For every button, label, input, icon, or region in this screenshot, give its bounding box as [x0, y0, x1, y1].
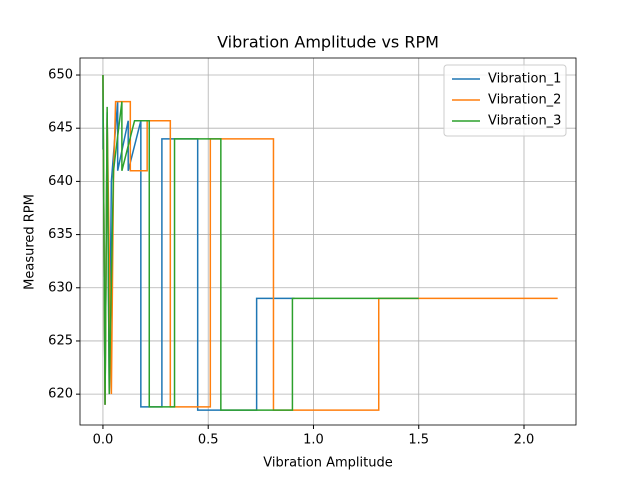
legend-label: Vibration_1	[488, 72, 561, 87]
y-tick-label: 645	[48, 121, 73, 136]
legend-label: Vibration_3	[488, 114, 561, 129]
chart-title: Vibration Amplitude vs RPM	[217, 33, 439, 52]
x-tick-label: 0.5	[198, 433, 219, 448]
y-tick-label: 640	[48, 174, 73, 189]
y-tick-label: 635	[48, 227, 73, 242]
y-axis-label: Measured RPM	[23, 194, 38, 290]
x-tick-label: 0.0	[93, 433, 114, 448]
y-tick-label: 625	[48, 333, 73, 348]
y-tick-label: 630	[48, 280, 73, 295]
x-tick-label: 1.5	[408, 433, 429, 448]
series-line	[102, 75, 419, 411]
plot-frame	[79, 57, 577, 426]
legend-box	[443, 64, 567, 137]
y-tick-label: 650	[48, 68, 73, 83]
legend-label: Vibration_2	[488, 93, 561, 108]
y-tick-label: 620	[48, 387, 73, 402]
x-tick-label: 1.0	[303, 433, 324, 448]
x-tick-label: 2.0	[514, 433, 535, 448]
x-axis-label: Vibration Amplitude	[263, 456, 392, 471]
